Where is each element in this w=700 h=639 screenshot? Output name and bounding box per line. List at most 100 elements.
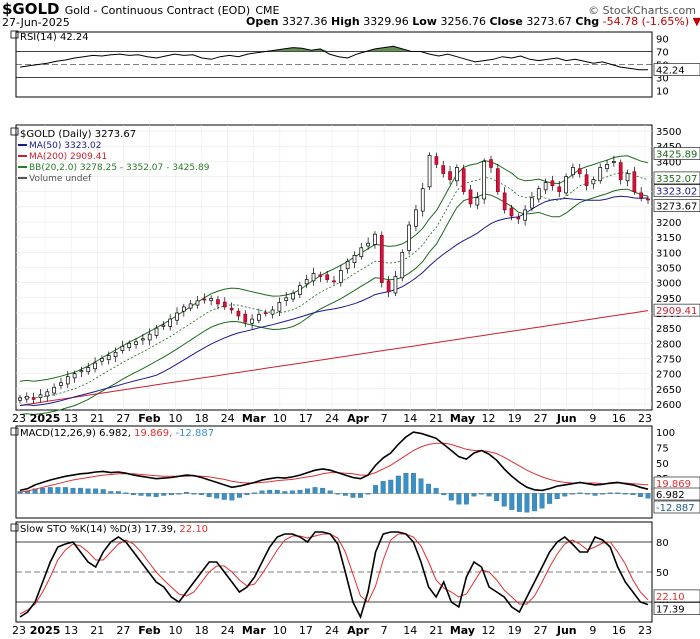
sto-x-label: Jun — [556, 624, 577, 637]
macd-hist-bar — [17, 491, 23, 494]
price-tick-label: 3500 — [656, 127, 681, 138]
macd-hist-bar — [486, 493, 492, 497]
candle — [530, 197, 534, 209]
candle — [605, 164, 609, 170]
macd-hist-bar — [123, 492, 129, 494]
macd-hist-bar — [569, 493, 575, 495]
macd-hist-bar — [554, 493, 560, 500]
candle — [455, 167, 459, 182]
macd-hist-bar — [395, 475, 401, 494]
macd-hist-bar — [388, 479, 394, 494]
chart-header: $GOLD Gold - Continuous Contract (EOD) C… — [0, 0, 700, 30]
macd-signal-tag: 19.869 — [656, 479, 691, 490]
sto-panel-icon — [10, 523, 19, 532]
macd-tick-label: 50 — [656, 459, 669, 470]
sto-tick-label: 80 — [656, 538, 669, 549]
macd-hist-bar — [463, 493, 469, 505]
candle — [345, 261, 350, 270]
price-x-label: 16 — [612, 412, 626, 425]
candle — [475, 197, 480, 206]
candle — [311, 273, 316, 282]
close-label: Close — [489, 15, 523, 28]
legend-item: MA(50) 3323.02 — [29, 141, 101, 151]
candle — [325, 274, 330, 280]
macd-hist-bar — [600, 493, 606, 495]
candle — [263, 312, 268, 315]
rsi-overbought-fill — [20, 46, 648, 52]
candle — [229, 307, 234, 311]
candle — [202, 298, 207, 301]
candle — [461, 168, 466, 193]
rsi-last-value-box — [653, 63, 700, 76]
price-x-label: 21 — [90, 412, 104, 425]
candle — [304, 279, 309, 285]
macd-hist-bar — [365, 493, 371, 495]
macd-hist-bar — [441, 493, 447, 495]
macd-signal-line — [19, 442, 649, 493]
candle — [543, 182, 548, 191]
macd-hist-bar — [350, 493, 356, 498]
candle — [577, 168, 582, 174]
candle — [495, 168, 500, 193]
macd-hist-bar — [274, 489, 280, 494]
macd-hist-bar — [153, 493, 159, 497]
macd-hist-bar — [108, 491, 114, 494]
candle — [291, 292, 295, 300]
candle — [93, 362, 97, 370]
macd-line — [19, 431, 649, 492]
macd-hist-tag: -12.887 — [656, 503, 695, 514]
candle — [243, 313, 248, 323]
macd-hist-bar — [244, 493, 250, 495]
macd-hist-tag-box — [653, 500, 700, 514]
price-tick-label: 3200 — [656, 218, 681, 229]
sto-x-label: 18 — [195, 624, 209, 637]
candle — [209, 298, 213, 301]
candle — [509, 207, 514, 217]
price-x-label: 27 — [116, 412, 130, 425]
candle — [65, 376, 70, 385]
sto-x-label: 21 — [90, 624, 104, 637]
price-tick-label: 2800 — [656, 339, 681, 350]
macd-hist-bar — [456, 493, 462, 505]
rsi-panel-icon — [10, 30, 19, 39]
bb-mid-line — [19, 172, 649, 399]
candle — [448, 171, 452, 180]
open-value: 3327.36 — [282, 15, 328, 28]
bb-upper-tag: 3425.89 — [656, 150, 697, 161]
candle — [414, 209, 418, 227]
low-value: 3256.76 — [440, 15, 486, 28]
macd-hist-bar — [47, 487, 53, 494]
candle — [154, 327, 159, 336]
candle — [571, 167, 575, 176]
symbol-title: $GOLD Gold - Continuous Contract (EOD) C… — [2, 0, 279, 18]
macd-title: MACD(12,26,9) 6.982, 19.869, -12.887 — [20, 428, 214, 439]
sto-x-label: Feb — [138, 624, 161, 637]
candle — [216, 299, 220, 305]
sto-x-label: 23 — [12, 624, 26, 637]
price-x-label: 2025 — [30, 412, 61, 425]
sto-d-tag-box — [653, 589, 700, 603]
macd-tick-label: 100 — [656, 428, 675, 439]
price-x-label: 27 — [534, 412, 548, 425]
macd-hist-bar — [433, 487, 439, 494]
price-tick-label: 2850 — [656, 324, 681, 335]
macd-hist-bar — [607, 492, 613, 494]
candle — [359, 247, 364, 257]
price-x-label: 14 — [403, 412, 417, 425]
low-label: Low — [412, 15, 437, 28]
candle — [523, 209, 527, 221]
candle — [38, 394, 43, 398]
price-x-label: 13 — [64, 412, 78, 425]
legend-item: BB(20,2.0) 3278.25 - 3352.07 - 3425.89 — [29, 163, 210, 173]
sto-x-label: 24 — [325, 624, 339, 637]
candle — [400, 251, 405, 279]
price-x-label: Mar — [242, 412, 266, 425]
macd-hist-bar — [479, 493, 484, 495]
price-x-label: 12 — [482, 412, 496, 425]
sto-x-label: 27 — [534, 624, 548, 637]
macd-hist-bar — [630, 493, 636, 495]
ma200-tag: 2909.41 — [656, 306, 697, 317]
macd-hist-bar — [342, 493, 348, 496]
close-tag: 3273.67 — [656, 202, 697, 213]
